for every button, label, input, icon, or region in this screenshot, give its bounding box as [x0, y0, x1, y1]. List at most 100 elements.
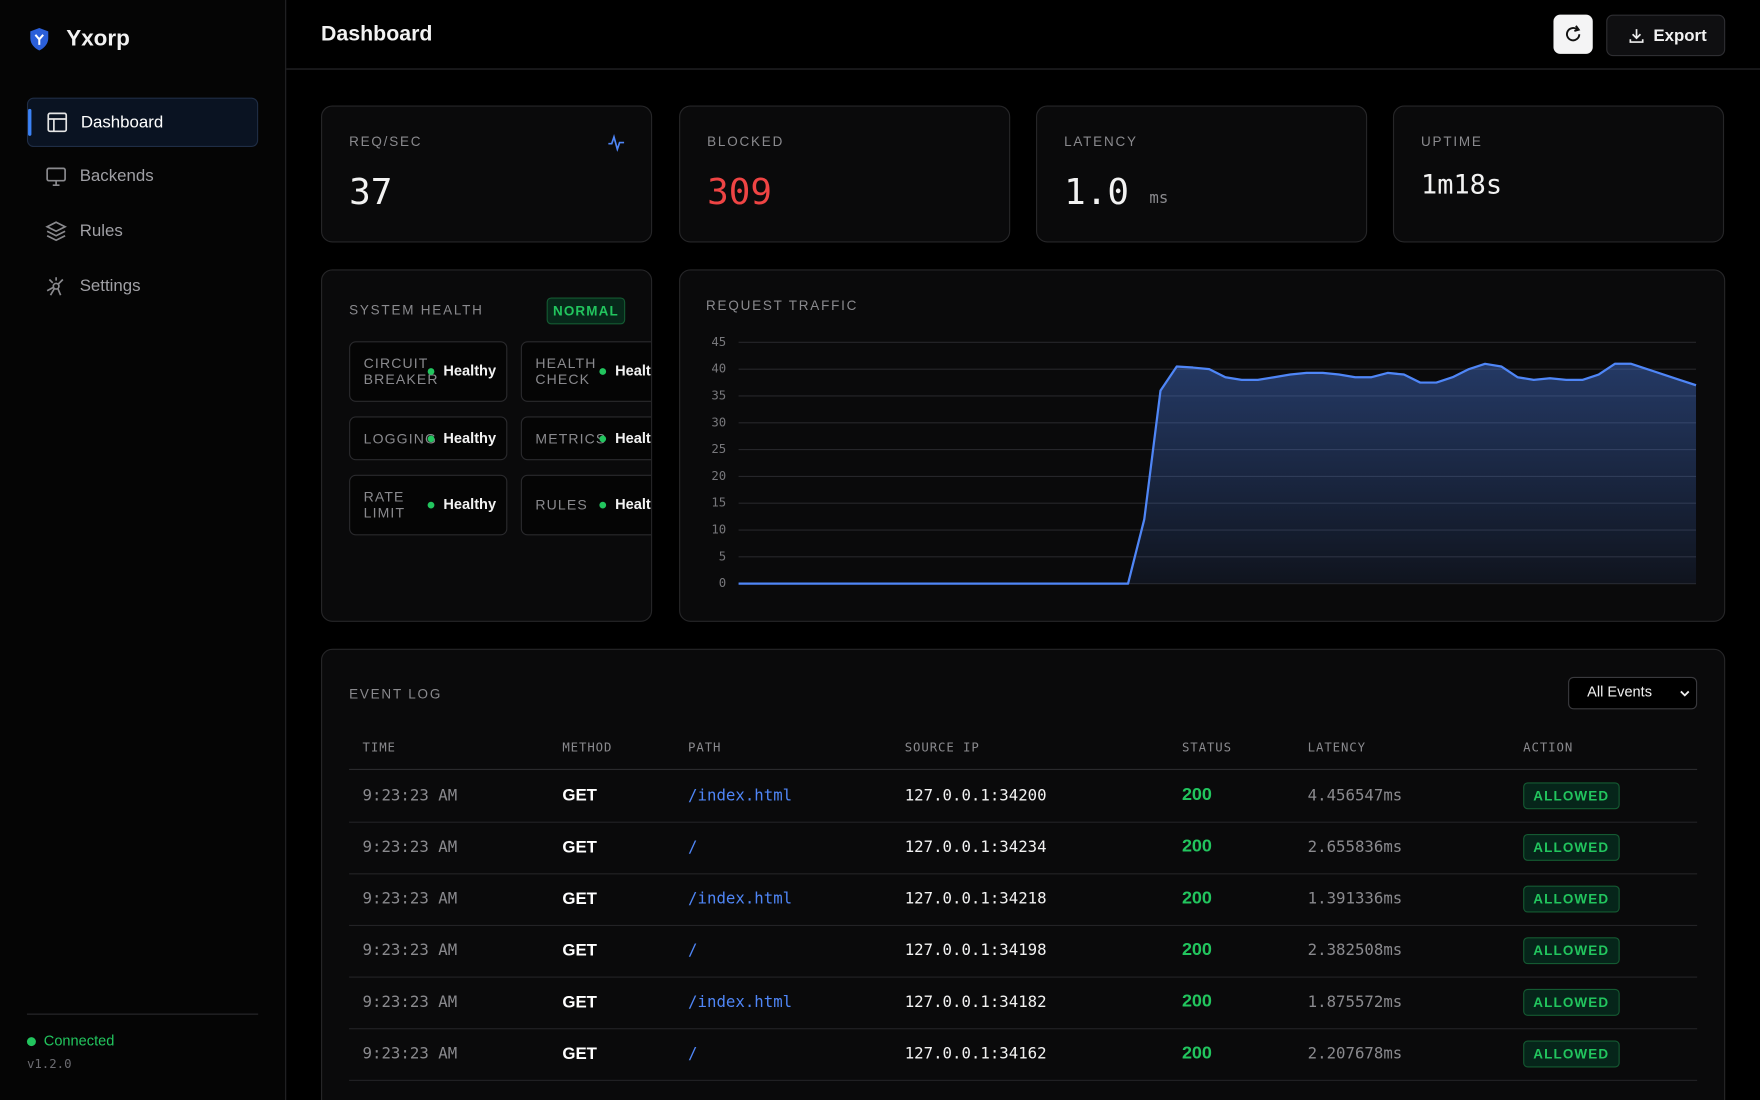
- health-dot: [599, 501, 607, 509]
- nav-item[interactable]: Settings: [27, 263, 258, 312]
- nav-icon: [46, 167, 66, 187]
- export-label: Export: [1653, 26, 1707, 46]
- stat-label: BLOCKED: [707, 133, 785, 150]
- health-item-status: Healthy: [443, 428, 497, 446]
- y-tick-label: 20: [711, 469, 726, 483]
- event-latency: 2.207678ms: [1307, 1044, 1403, 1063]
- row-border: [349, 1079, 1698, 1081]
- nav-label: Rules: [79, 221, 123, 241]
- y-tick-label: 5: [719, 549, 726, 563]
- stat-value: 309: [707, 170, 773, 213]
- event-time: 9:23:23 AM: [362, 1044, 458, 1063]
- event-source-ip: 127.0.0.1:34198: [904, 941, 1047, 960]
- event-time: 9:23:23 AM: [362, 786, 458, 805]
- nav-item[interactable]: Rules: [27, 208, 258, 257]
- event-action: ALLOWED: [1523, 988, 1620, 1016]
- event-source-ip: 127.0.0.1:34234: [904, 838, 1047, 857]
- stat-label: LATENCY: [1064, 133, 1138, 150]
- health-item-name: METRICS: [535, 430, 607, 447]
- y-tick-label: 0: [719, 576, 726, 590]
- brand-name: Yxorp: [66, 26, 130, 52]
- health-dot: [599, 368, 607, 375]
- event-status: 200: [1181, 837, 1212, 857]
- row-border: [349, 873, 1698, 875]
- stat-card: UPTIME 1m18s: [1392, 105, 1725, 243]
- health-item: METRICS Healthy: [520, 416, 652, 461]
- event-status: 200: [1181, 1043, 1212, 1063]
- refresh-icon: [1565, 25, 1581, 42]
- y-tick-label: 25: [711, 442, 726, 456]
- health-item: LOGGING Healthy: [349, 416, 508, 461]
- stat-unit: ms: [1149, 189, 1169, 208]
- chevron: [1680, 690, 1690, 697]
- nav-label: Settings: [79, 276, 141, 296]
- refresh-button[interactable]: [1553, 14, 1593, 54]
- event-latency: 2.655836ms: [1307, 838, 1403, 857]
- y-tick-label: 35: [711, 388, 726, 402]
- column-header: LATENCY: [1307, 740, 1366, 756]
- event-method: GET: [562, 1044, 597, 1064]
- health-item-name: CIRCUIT BREAKER: [363, 355, 439, 388]
- version: v1.2.0: [26, 1056, 72, 1072]
- header-border: [286, 68, 1760, 70]
- y-tick-label: 40: [711, 362, 726, 376]
- health-item: RATE LIMIT Healthy: [349, 474, 508, 536]
- event-status: 200: [1181, 785, 1212, 805]
- event-time: 9:23:23 AM: [362, 838, 458, 857]
- nav-label: Backends: [79, 166, 154, 186]
- health-badge: NORMAL: [546, 297, 626, 325]
- y-tick-label: 10: [711, 523, 726, 537]
- health-item-status: Healthy: [443, 362, 497, 379]
- column-header: ACTION: [1523, 740, 1574, 756]
- stat-card: LATENCY 1.0 ms: [1036, 105, 1368, 243]
- brand-logo: [30, 28, 49, 51]
- nav-icon: [47, 112, 68, 133]
- stat-card: REQ/SEC 37: [321, 105, 653, 243]
- health-item-name: RULES: [535, 497, 588, 513]
- system-health-card: SYSTEM HEALTH NORMAL CIRCUIT BREAKER Heal…: [321, 269, 653, 622]
- health-item-name: HEALTH CHECK: [535, 355, 597, 388]
- page-title: Dashboard: [321, 22, 433, 47]
- health-item-status: Healthy: [615, 428, 651, 446]
- divider: [26, 1013, 259, 1015]
- health-item: CIRCUIT BREAKER Healthy: [349, 341, 508, 402]
- event-method: GET: [562, 889, 597, 909]
- event-action: ALLOWED: [1523, 1040, 1620, 1068]
- event-path: /index.html: [688, 890, 793, 909]
- activity-icon: [608, 134, 625, 152]
- stat-value: 1m18s: [1421, 168, 1503, 201]
- active-indicator: [28, 108, 32, 136]
- traffic-area: [738, 363, 1697, 584]
- row-border: [349, 976, 1698, 978]
- nav-item[interactable]: Backends: [27, 153, 258, 202]
- event-status: 200: [1181, 888, 1212, 908]
- download-icon: [1629, 29, 1644, 43]
- event-action: ALLOWED: [1523, 782, 1620, 810]
- event-action: ALLOWED: [1523, 885, 1620, 913]
- column-header: STATUS: [1181, 740, 1232, 756]
- health-dot: [599, 434, 607, 442]
- event-latency: 2.382508ms: [1307, 941, 1403, 960]
- event-status: 200: [1181, 992, 1212, 1012]
- export-button[interactable]: Export: [1606, 14, 1726, 57]
- header-border: [349, 768, 1698, 771]
- event-log-title: EVENT LOG: [349, 685, 443, 702]
- nav-icon: [46, 277, 64, 296]
- y-tick-label: 45: [711, 335, 726, 349]
- nav-item[interactable]: Dashboard: [26, 97, 259, 148]
- event-status: 200: [1181, 940, 1212, 960]
- event-method: GET: [562, 941, 597, 961]
- stat-label: REQ/SEC: [349, 133, 423, 150]
- event-filter[interactable]: All Events: [1568, 676, 1698, 710]
- row-border: [349, 924, 1698, 927]
- health-item-status: Healthy: [615, 362, 651, 379]
- event-path: /index.html: [688, 993, 793, 1012]
- stat-value: 1.0: [1064, 170, 1129, 213]
- health-item-name: RATE LIMIT: [363, 489, 406, 521]
- column-header: SOURCE IP: [904, 740, 980, 756]
- column-header: PATH: [688, 740, 722, 756]
- y-tick-label: 30: [711, 415, 726, 429]
- health-dot: [427, 434, 435, 442]
- column-header: METHOD: [562, 740, 613, 756]
